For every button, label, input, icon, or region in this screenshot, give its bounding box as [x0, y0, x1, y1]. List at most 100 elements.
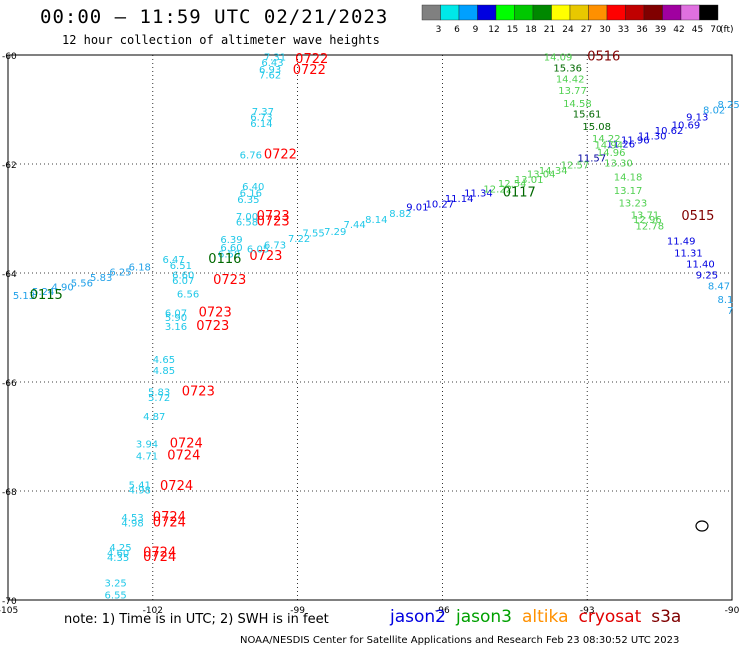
- pass-time-label: 0722: [293, 63, 326, 78]
- wave-height-label: 14.22: [592, 134, 621, 145]
- pass-time-label: 0515: [681, 209, 714, 224]
- lat-label: -68: [2, 488, 17, 498]
- wave-height-label: 4.60: [107, 548, 129, 559]
- wave-height-label: 8.47: [708, 281, 730, 292]
- wave-height-label: 10.62: [655, 126, 684, 137]
- wave-height-label: 8.1: [718, 295, 734, 306]
- wave-height-label: 6.58: [236, 218, 258, 229]
- wave-height-label: 6.73: [250, 112, 272, 123]
- wave-height-label: 7.44: [343, 220, 365, 231]
- wave-height-label: 6.55: [105, 590, 127, 601]
- wave-height-label: 3.25: [105, 578, 127, 589]
- wave-height-label: 5.24: [32, 287, 54, 298]
- wave-height-label: 6.58: [218, 250, 240, 261]
- wave-height-label: 6.40: [242, 182, 264, 193]
- wave-height-label: 11.96: [621, 135, 650, 146]
- colorbar-label: 18: [525, 25, 537, 35]
- wave-height-label: 15.08: [582, 122, 611, 133]
- wave-height-colorbar: 3 6 9 12 15 18 21 24 27 30 33 36 39 42 45 70(ft): [421, 4, 734, 35]
- chart-title: 00:00 — 11:59 UTC 02/21/2023: [40, 6, 389, 28]
- wave-height-label: 11.40: [686, 260, 715, 271]
- wave-height-label: 13.23: [619, 199, 648, 210]
- wave-height-label: 14.34: [539, 166, 568, 177]
- island-outline: [695, 520, 709, 532]
- wave-height-label: 6.56: [177, 290, 199, 301]
- wave-height-label: 12.96: [633, 215, 662, 226]
- colorbar-label: 27: [581, 25, 592, 35]
- wave-height-label: 7: [727, 306, 733, 317]
- lat-label: -66: [2, 379, 17, 389]
- pass-time-label: 0723: [257, 209, 290, 224]
- wave-height-label: 12.78: [635, 221, 664, 232]
- wave-height-label: 6.39: [220, 235, 242, 246]
- wave-height-label: 4.35: [107, 553, 129, 564]
- wave-height-label: 14.96: [597, 148, 626, 159]
- lon-label: -105: [0, 606, 18, 616]
- wave-height-label: 6.93: [259, 65, 281, 76]
- satellite-altika: altika: [522, 607, 569, 627]
- wave-height-label: 7.62: [259, 70, 281, 81]
- wave-height-label: 6.47: [162, 255, 184, 266]
- lon-label: -93: [580, 606, 595, 616]
- wave-height-label: 14.58: [563, 99, 592, 110]
- wave-height-label: 6.60: [220, 243, 242, 254]
- pass-time-label: 0723: [213, 273, 246, 288]
- colorbar-label: 3: [436, 25, 442, 35]
- wave-height-label: 3.94: [136, 439, 158, 450]
- wave-height-label: 6.07: [165, 309, 187, 320]
- colorbar-label: 15: [507, 25, 518, 35]
- wave-height-label: 5.72: [148, 393, 170, 404]
- lat-label: -64: [2, 270, 17, 280]
- wave-height-label: 8.02: [703, 105, 725, 116]
- wave-height-label: 7.29: [324, 227, 346, 238]
- wave-height-label: 5.90: [165, 313, 187, 324]
- colorbar-label: 42: [673, 25, 684, 35]
- wave-height-label: 4.87: [143, 412, 165, 423]
- pass-time-label: 0724: [153, 510, 186, 525]
- pass-time-label: 0723: [182, 385, 215, 400]
- colorbar-label: 21: [544, 25, 555, 35]
- colorbar-label: 33: [618, 25, 629, 35]
- wave-height-label: 8.14: [365, 215, 387, 226]
- wave-height-label: 6.16: [240, 189, 262, 200]
- wave-height-label: 11.49: [667, 237, 696, 248]
- wave-height-label: 5.13: [13, 291, 35, 302]
- wave-height-label: 11.30: [638, 131, 667, 142]
- colorbar-label: 36: [636, 25, 648, 35]
- wave-height-label: 4.85: [153, 366, 175, 377]
- pass-time-label: 0722: [295, 52, 328, 67]
- lat-label: -62: [2, 161, 17, 171]
- pass-time-label: 0723: [196, 319, 229, 334]
- wave-height-label: 14.18: [614, 172, 643, 183]
- wave-height-label: 6.14: [250, 119, 272, 130]
- wave-height-label: 6.05: [247, 244, 269, 255]
- wave-height-label: 6.43: [261, 58, 283, 69]
- wave-height-label: 6.60: [172, 270, 194, 281]
- wave-height-label: 10.69: [672, 121, 701, 132]
- wave-height-label: 12.57: [561, 160, 590, 171]
- wave-height-label: 7.55: [302, 228, 324, 239]
- colorbar-label: 24: [562, 25, 574, 35]
- pass-time-label: 0724: [160, 479, 193, 494]
- wave-height-label: 15.61: [573, 110, 602, 121]
- wave-height-label: 13.01: [515, 175, 544, 186]
- wave-height-label: 6.73: [264, 240, 286, 251]
- wave-height-label: 4.90: [51, 282, 73, 293]
- satellite-cryosat: cryosat: [578, 607, 642, 627]
- wave-height-label: 7.31: [264, 52, 286, 63]
- wave-height-label: 5.83: [90, 273, 112, 284]
- wave-height-label: 5.56: [71, 279, 93, 290]
- wave-height-label: 6.18: [129, 262, 151, 273]
- lat-label: -60: [2, 52, 17, 62]
- wave-height-label: 11.57: [578, 153, 607, 164]
- pass-time-label: 0117: [503, 186, 536, 201]
- wave-height-label: 13.04: [527, 170, 556, 181]
- colorbar-label: 6: [454, 25, 460, 35]
- colorbar-label: 9: [473, 25, 479, 35]
- pass-time-label: 0723: [257, 215, 290, 230]
- wave-height-label: 13.77: [558, 86, 587, 97]
- wave-height-label: 3.16: [165, 322, 187, 333]
- pass-time-label: 0115: [30, 288, 63, 303]
- lon-label: -99: [290, 606, 305, 616]
- lon-label: -90: [725, 606, 740, 616]
